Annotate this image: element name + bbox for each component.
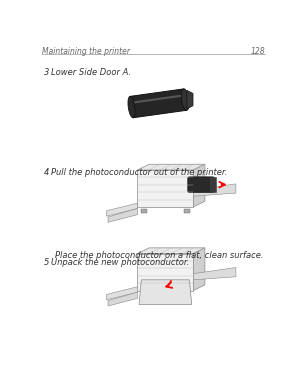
- Bar: [141, 293, 147, 297]
- Polygon shape: [137, 254, 193, 291]
- Text: 5: 5: [44, 258, 49, 267]
- Text: Place the photoconductor on a flat, clean surface.: Place the photoconductor on a flat, clea…: [55, 251, 263, 260]
- Ellipse shape: [181, 89, 189, 110]
- Polygon shape: [108, 208, 137, 222]
- Text: Unpack the new photoconductor.: Unpack the new photoconductor.: [52, 258, 190, 267]
- Polygon shape: [130, 89, 187, 118]
- Text: Lower Side Door A.: Lower Side Door A.: [52, 68, 132, 77]
- FancyBboxPatch shape: [188, 177, 214, 192]
- Polygon shape: [193, 267, 236, 280]
- Polygon shape: [131, 94, 185, 104]
- Bar: [184, 293, 190, 297]
- Polygon shape: [139, 280, 192, 305]
- Text: Maintaining the printer: Maintaining the printer: [42, 47, 130, 56]
- Polygon shape: [137, 164, 205, 170]
- Polygon shape: [193, 164, 205, 207]
- Text: 128: 128: [251, 47, 266, 56]
- Polygon shape: [193, 184, 236, 196]
- Text: Pull the photoconductor out of the printer.: Pull the photoconductor out of the print…: [52, 168, 228, 177]
- Text: 4: 4: [44, 168, 49, 177]
- Bar: [141, 209, 147, 213]
- Ellipse shape: [128, 96, 135, 118]
- Polygon shape: [193, 248, 205, 291]
- Polygon shape: [137, 170, 193, 207]
- Text: 3: 3: [44, 68, 49, 77]
- Polygon shape: [187, 90, 193, 109]
- Bar: [210, 177, 216, 192]
- Polygon shape: [137, 248, 205, 254]
- Bar: [184, 209, 190, 213]
- Polygon shape: [106, 203, 137, 216]
- Polygon shape: [106, 287, 137, 300]
- Polygon shape: [108, 292, 137, 306]
